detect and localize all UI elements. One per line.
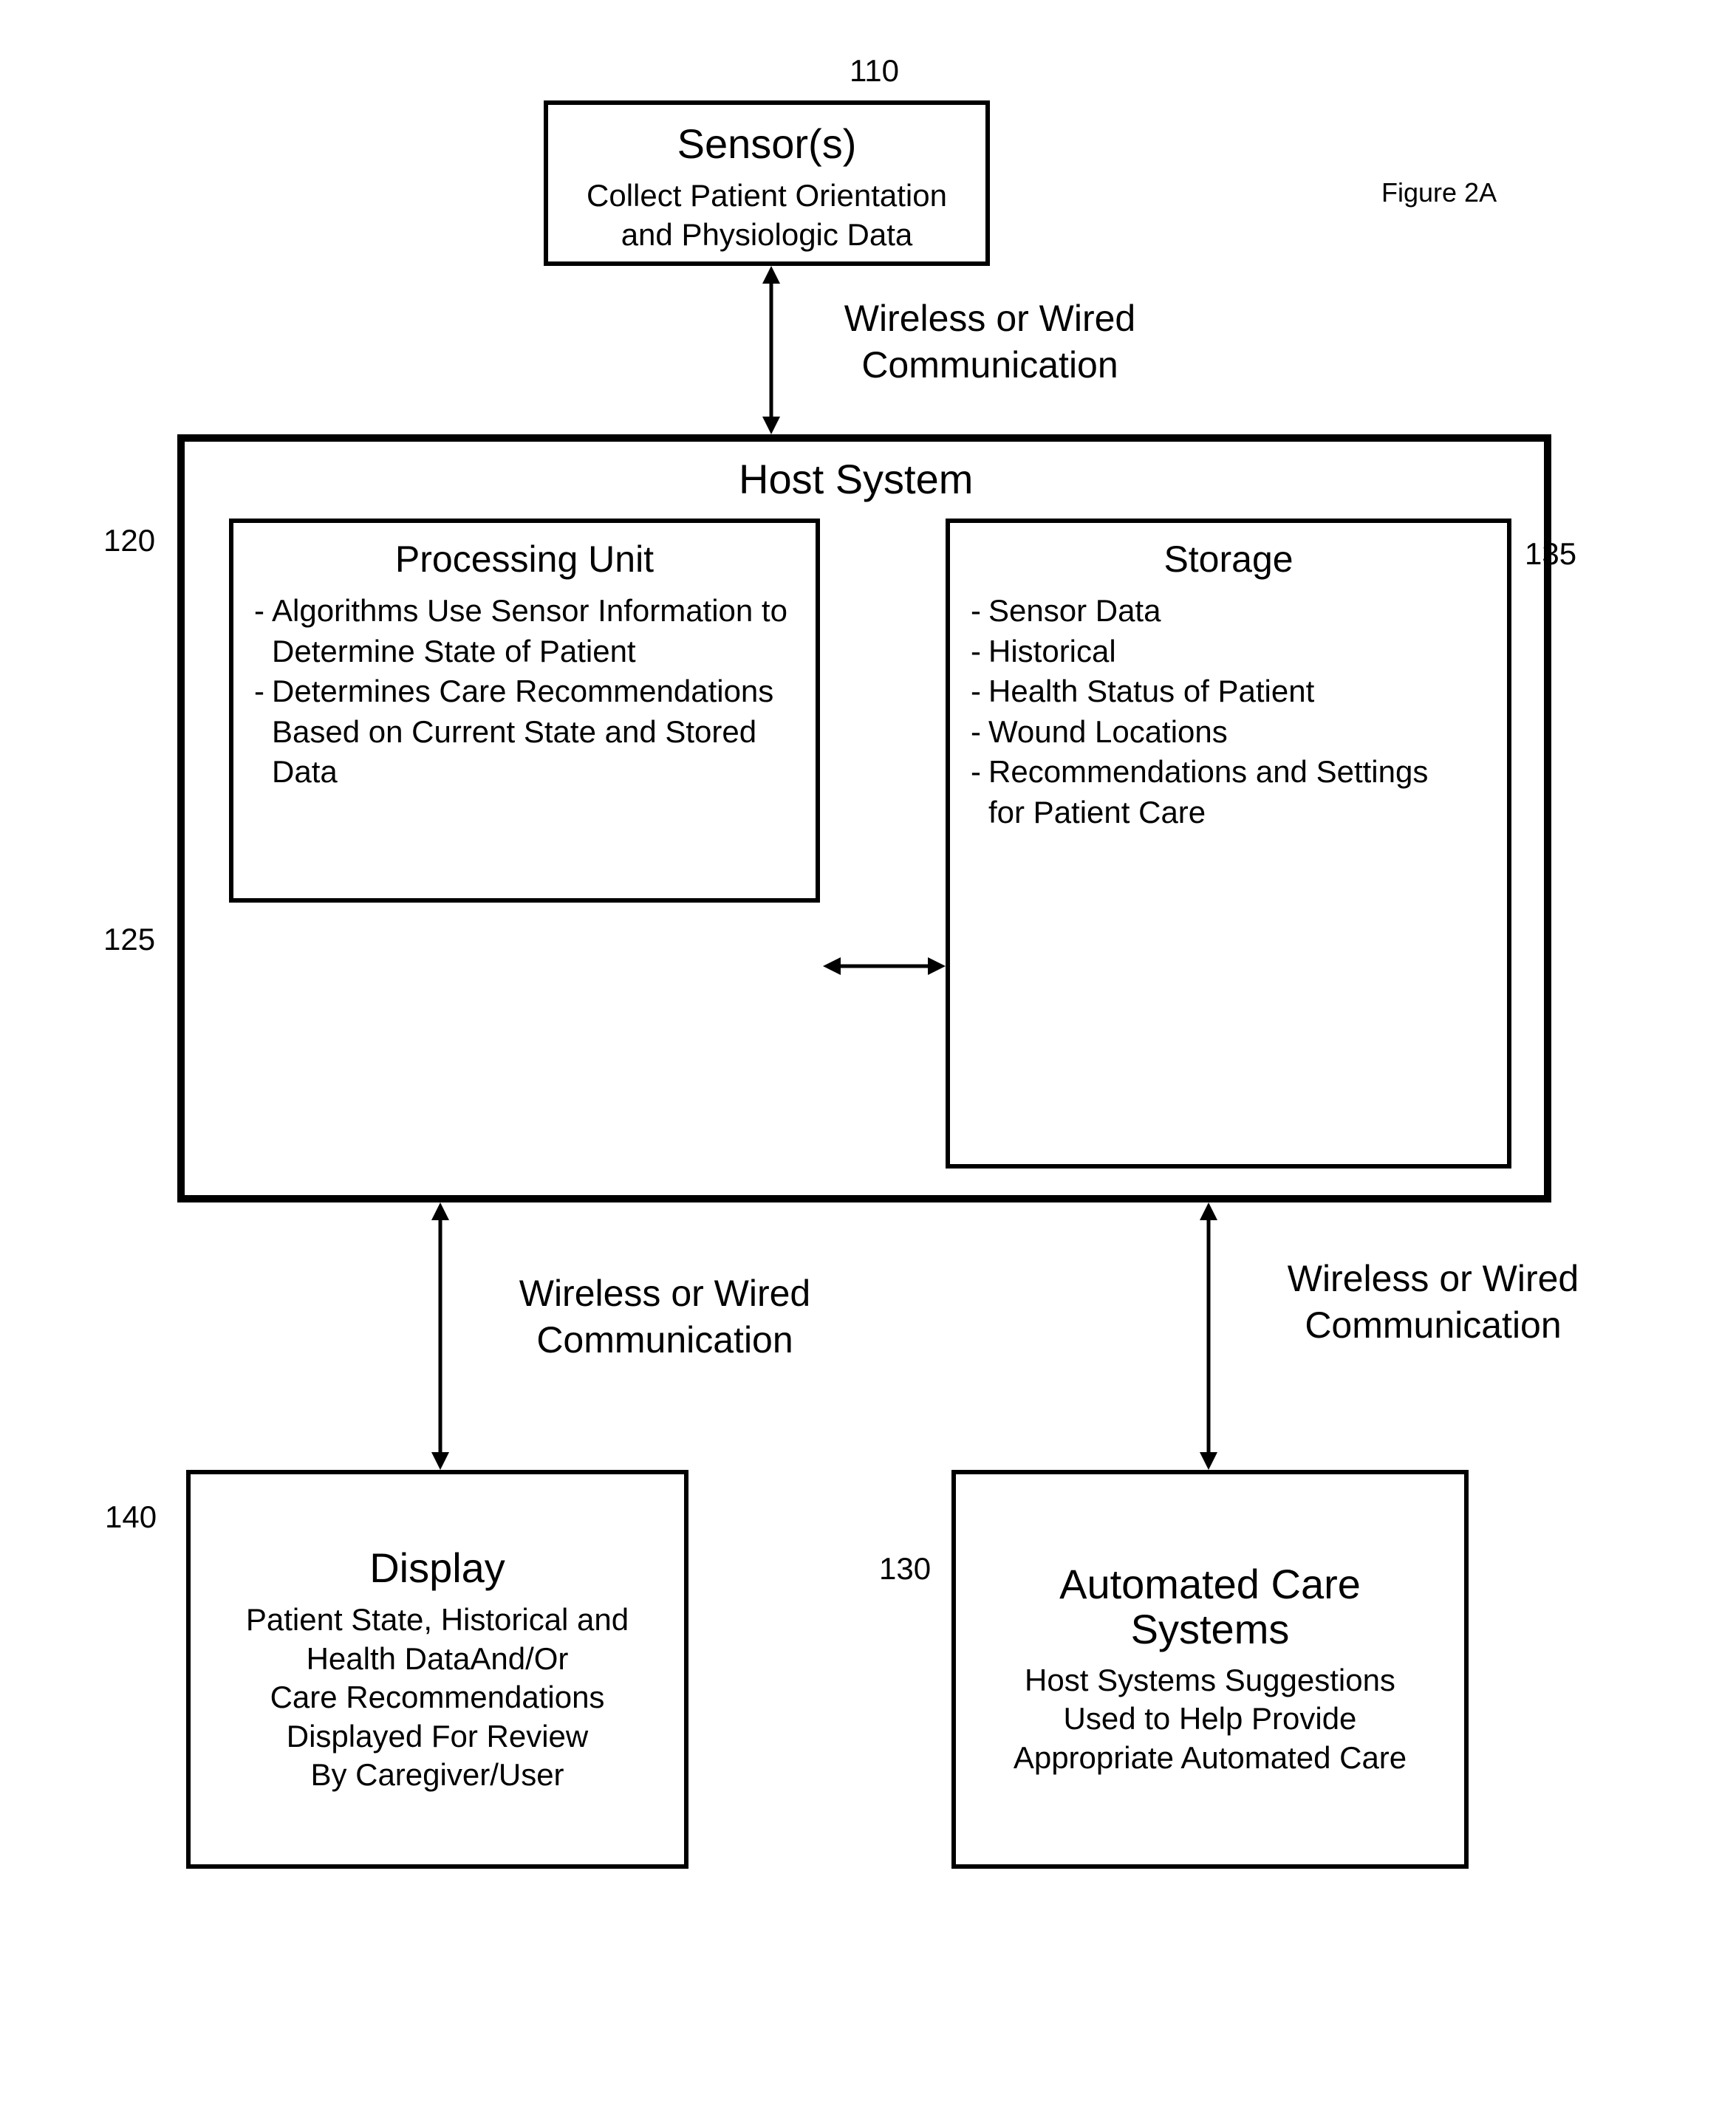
processing-b2c2: Data — [254, 752, 795, 793]
figure-label: Figure 2A — [1381, 177, 1497, 208]
storage-title: Storage — [971, 538, 1486, 581]
automated-l3: Appropriate Automated Care — [1014, 1740, 1407, 1775]
automated-title1: Automated Care — [1059, 1561, 1361, 1607]
sensor-title: Sensor(s) — [677, 120, 857, 168]
comm-left-l1: Wireless or Wired — [519, 1273, 810, 1314]
ref-automated: 130 — [879, 1551, 931, 1587]
storage-b2: Historical — [971, 632, 1486, 672]
comm-top-l2: Communication — [861, 344, 1118, 386]
storage-b4: Wound Locations — [971, 712, 1486, 753]
display-title: Display — [369, 1544, 505, 1592]
ref-display: 140 — [105, 1499, 157, 1535]
processing-b1c: Determine State of Patient — [254, 632, 795, 672]
processing-b1: Algorithms Use Sensor Information to — [254, 591, 795, 632]
processing-title: Processing Unit — [254, 538, 795, 581]
automated-l2: Used to Help Provide — [1064, 1701, 1357, 1736]
display-box: Display Patient State, Historical and He… — [186, 1470, 688, 1869]
processing-box: Processing Unit Algorithms Use Sensor In… — [229, 519, 820, 903]
sensor-box: Sensor(s) Collect Patient Orientation an… — [544, 100, 990, 266]
host-title: Host System — [739, 455, 973, 503]
sensor-sub2: and Physiologic Data — [621, 217, 913, 252]
ref-sensor: 110 — [850, 53, 899, 89]
automated-l1: Host Systems Suggestions — [1025, 1663, 1395, 1697]
automated-box: Automated Care Systems Host Systems Sugg… — [951, 1470, 1469, 1869]
display-body: Patient State, Historical and Health Dat… — [246, 1601, 629, 1795]
storage-list: Sensor Data Historical Health Status of … — [971, 591, 1486, 833]
comm-top-l1: Wireless or Wired — [844, 298, 1135, 339]
storage-box: Storage Sensor Data Historical Health St… — [946, 519, 1511, 1169]
comm-label-top: Wireless or Wired Communication — [813, 295, 1167, 388]
automated-body: Host Systems Suggestions Used to Help Pr… — [1014, 1661, 1407, 1778]
automated-title: Automated Care Systems — [1059, 1561, 1361, 1652]
comm-right-l2: Communication — [1305, 1304, 1561, 1346]
sensor-sub: Collect Patient Orientation and Physiolo… — [587, 177, 947, 254]
display-l3: Care Recommendations — [270, 1680, 605, 1714]
arrow-proc-storage — [823, 951, 946, 981]
host-box: Host System 120 Processing Unit Algorith… — [177, 434, 1551, 1202]
comm-label-right: Wireless or Wired Communication — [1256, 1256, 1610, 1348]
storage-b3: Health Status of Patient — [971, 671, 1486, 712]
automated-title2: Systems — [1131, 1606, 1290, 1652]
ref-processing: 125 — [103, 922, 155, 957]
processing-list: Algorithms Use Sensor Information to Det… — [254, 591, 795, 793]
comm-right-l1: Wireless or Wired — [1288, 1258, 1579, 1299]
display-l2: Health DataAnd/Or — [307, 1641, 569, 1676]
display-l1: Patient State, Historical and — [246, 1602, 629, 1637]
processing-b2c1: Based on Current State and Stored — [254, 712, 795, 753]
comm-label-left: Wireless or Wired Communication — [488, 1270, 842, 1363]
storage-b1: Sensor Data — [971, 591, 1486, 632]
comm-left-l2: Communication — [536, 1319, 793, 1361]
processing-b2: Determines Care Recommendations — [254, 671, 795, 712]
ref-storage: 135 — [1525, 536, 1576, 572]
storage-b5: Recommendations and Settings — [971, 752, 1486, 793]
arrow-host-automated — [1194, 1202, 1223, 1470]
arrow-sensor-host — [756, 266, 786, 434]
arrow-host-display — [426, 1202, 455, 1470]
sensor-sub1: Collect Patient Orientation — [587, 178, 947, 213]
storage-b5c: for Patient Care — [971, 793, 1486, 833]
display-l5: By Caregiver/User — [310, 1757, 564, 1792]
display-l4: Displayed For Review — [287, 1719, 588, 1754]
ref-host: 120 — [103, 523, 155, 558]
